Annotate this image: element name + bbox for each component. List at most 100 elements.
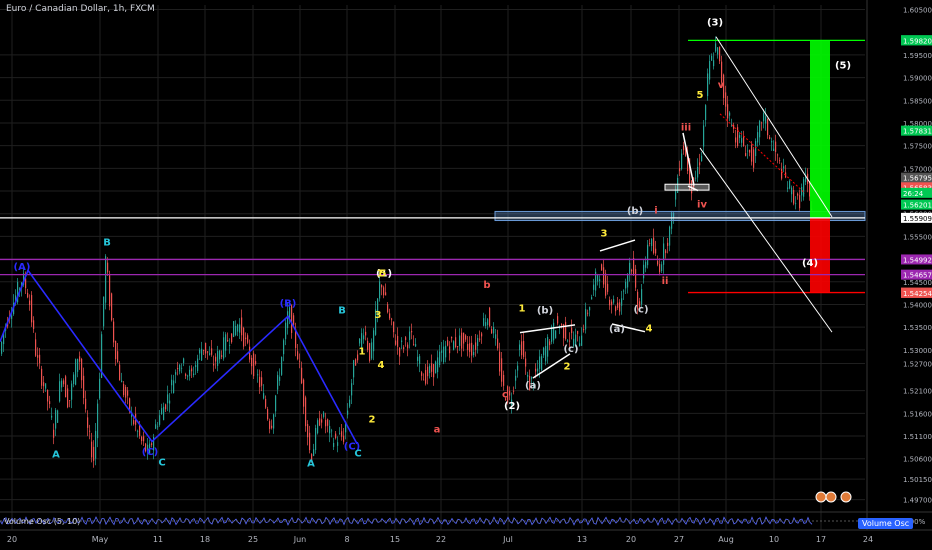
candle-body [471, 342, 473, 356]
candle-body [719, 46, 721, 62]
candle-body [621, 298, 623, 306]
candle-body [41, 368, 43, 386]
candle-body [705, 105, 707, 121]
candle-body [795, 203, 797, 205]
candle-body [233, 321, 235, 337]
candle-body [199, 349, 201, 354]
price-tick-label: 1.55500 [903, 233, 932, 241]
candle-body [663, 243, 665, 265]
candle-body [491, 328, 493, 334]
candle-body [451, 336, 453, 339]
candle-body [367, 341, 369, 350]
candle-body [403, 347, 405, 350]
candle-body [511, 399, 513, 406]
candle-body [369, 343, 371, 361]
candle-body [351, 383, 353, 396]
candle-body [497, 338, 499, 349]
price-label: 1.56201 [903, 202, 932, 210]
candle-body [485, 322, 487, 327]
candle-body [729, 112, 731, 116]
zone-fill-3 [810, 218, 830, 293]
candle-body [49, 401, 51, 405]
candle-body [357, 354, 359, 361]
candle-body [747, 150, 749, 152]
candle-body [249, 346, 251, 360]
time-tick-label: Jun [293, 535, 307, 544]
candle-body [329, 425, 331, 434]
candle-body [749, 149, 751, 153]
wave-label: (a) [609, 324, 625, 335]
candle-body [595, 271, 597, 291]
price-tick-label: 1.57500 [903, 143, 932, 151]
candle-body [509, 390, 511, 396]
time-tick-label: May [92, 535, 109, 544]
candle-body [651, 239, 653, 246]
candle-body [421, 372, 423, 376]
candle-body [59, 381, 61, 402]
candle-body [803, 179, 805, 197]
candle-body [415, 344, 417, 347]
wave-line-4 [682, 132, 695, 186]
wave-label: (C) [142, 447, 158, 458]
candle-body [147, 444, 149, 452]
candle-body [387, 304, 389, 313]
candle-body [247, 335, 249, 343]
wave-label: 1 [359, 346, 366, 357]
candle-body [517, 365, 519, 371]
candle-body [507, 386, 509, 403]
candle-body [611, 301, 613, 306]
candle-body [769, 136, 771, 139]
candle-body [519, 344, 521, 350]
wave-label: (a) [525, 380, 541, 391]
candle-body [187, 375, 189, 377]
candle-body [433, 364, 435, 378]
candle-body [597, 274, 599, 282]
candle-body [453, 341, 455, 350]
candle-body [473, 351, 475, 356]
candle-body [81, 358, 83, 381]
candle-body [385, 292, 387, 296]
candle-body [325, 419, 327, 427]
candle-body [265, 398, 267, 408]
price-tick-label: 1.50150 [903, 476, 932, 484]
candle-body [699, 162, 701, 166]
candle-body [355, 359, 357, 366]
candle-body [261, 377, 263, 386]
candle-body [183, 358, 185, 363]
chart-title: Euro / Canadian Dollar, 1h, FXCM [6, 4, 155, 14]
zone-box-1 [664, 183, 710, 191]
candle-body [673, 212, 675, 218]
price-tick-label: 1.52100 [903, 388, 932, 396]
candle-body [525, 358, 527, 367]
candle-body [235, 325, 237, 336]
time-tick-label: 15 [390, 535, 400, 544]
event-icon [825, 491, 837, 503]
candle-body [149, 443, 151, 454]
candle-body [809, 182, 811, 197]
candle-body [545, 346, 547, 362]
event-icon [840, 491, 852, 503]
wave-label: (c) [563, 344, 578, 355]
candle-body [599, 279, 601, 281]
candle-body [445, 345, 447, 358]
candle-body [675, 189, 677, 200]
candle-body [559, 327, 561, 329]
candle-body [515, 375, 517, 381]
price-label-box [901, 269, 932, 280]
candle-body [393, 321, 395, 333]
candle-body [627, 274, 629, 288]
candle-body [275, 395, 277, 412]
oscillator-badge[interactable]: Volume Osc [858, 518, 914, 529]
candle-body [67, 388, 69, 408]
candle-body [11, 315, 13, 319]
candle-body [593, 284, 595, 290]
wave-label: A [52, 449, 60, 460]
candle-body [35, 339, 37, 356]
candle-body [549, 341, 551, 346]
candle-body [459, 335, 461, 346]
candle-body [153, 437, 155, 451]
candle-body [447, 340, 449, 346]
candle-body [787, 187, 789, 189]
zone-box-0 [494, 210, 866, 222]
